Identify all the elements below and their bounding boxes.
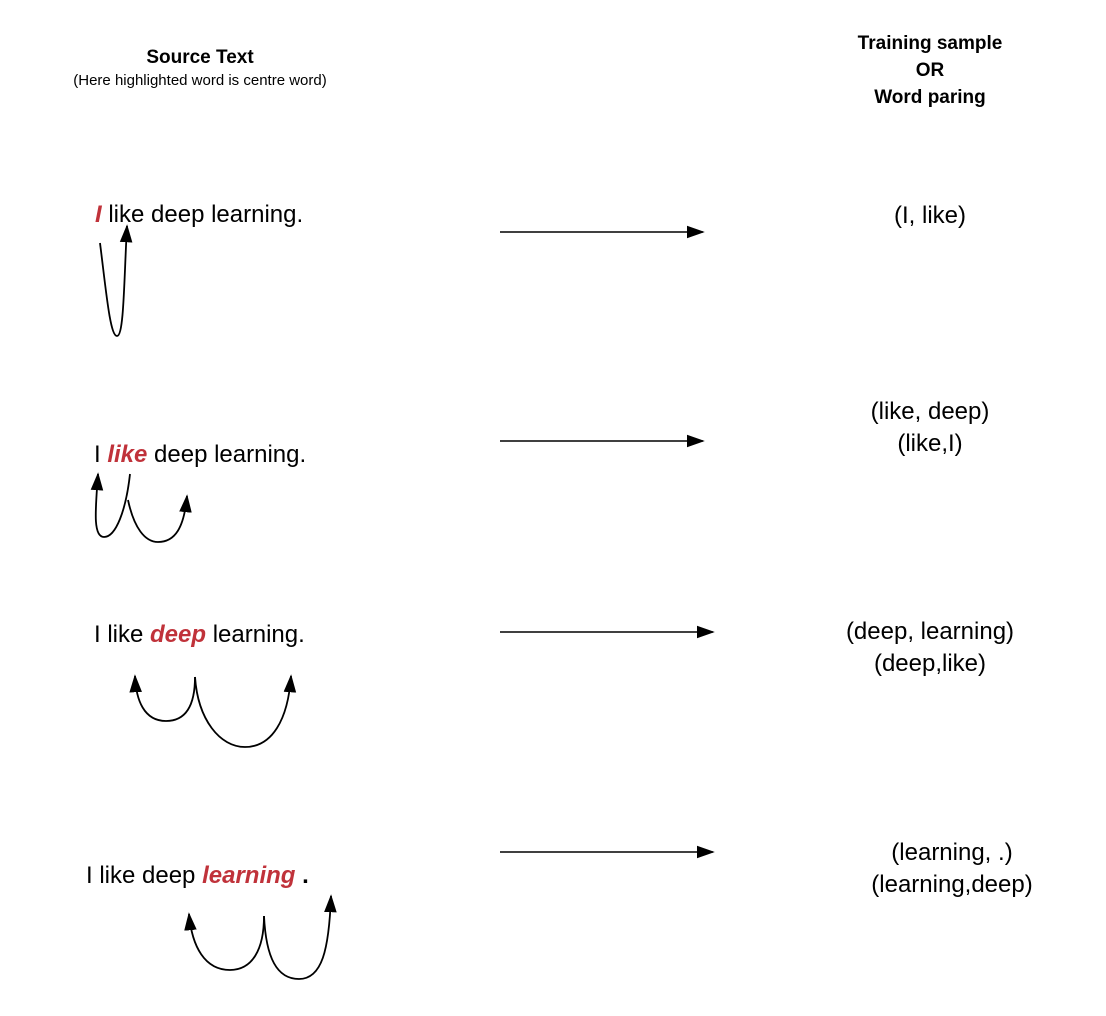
training-sample-title-line1: Training sample [857, 33, 1003, 54]
sentence-row-2: I like deep learning. [94, 441, 306, 469]
training-sample-title-line2: OR [915, 60, 945, 81]
sentence-after: like deep learning. [101, 201, 304, 228]
center-word: I [95, 201, 102, 228]
pairs-row-4: (learning, .) (learning,deep) [822, 837, 1082, 901]
center-word: learning [202, 862, 296, 889]
training-sample-header: Training sample OR Word paring [800, 30, 1060, 111]
center-word: like [107, 441, 148, 468]
sentence-row-4: I like deep learning . [86, 862, 309, 890]
context-arrow-row-1-right [99, 224, 133, 337]
source-text-header: Source Text (Here highlighted word is ce… [40, 45, 360, 91]
pair-2: (deep,like) [873, 650, 987, 677]
pair-2: (learning,deep) [871, 871, 1033, 898]
pairs-row-2: (like, deep) (like,I) [800, 396, 1060, 460]
pair-1: (deep, learning) [845, 618, 1015, 645]
source-text-subtitle: (Here highlighted word is centre word) [73, 72, 327, 89]
sentence-trailing-period: . [302, 862, 309, 889]
context-arrow-row-2-right [127, 494, 192, 543]
context-arrow-row-4-right [263, 894, 337, 980]
pair-1: (like, deep) [870, 398, 990, 425]
pairs-row-1: (I, like) [800, 200, 1060, 232]
sentence-row-1: I like deep learning. [95, 201, 303, 229]
sentence-before: I like [94, 621, 151, 648]
training-sample-title-line3: Word paring [874, 87, 986, 108]
context-arrow-row-2-left [90, 472, 131, 538]
source-text-title: Source Text [146, 47, 254, 68]
pair-2: (like,I) [897, 430, 963, 457]
sentence-after: learning. [206, 621, 305, 648]
pair-1: (I, like) [894, 202, 966, 229]
context-arrow-row-3-right [194, 674, 297, 748]
sentence-before: I [94, 441, 108, 468]
pairs-row-3: (deep, learning) (deep,like) [800, 616, 1060, 680]
center-word: deep [150, 621, 207, 648]
sentence-before: I like deep [86, 862, 203, 889]
context-arrow-row-4-left [184, 912, 265, 971]
pair-1: (learning, .) [891, 839, 1013, 866]
context-arrow-row-3-left [129, 674, 196, 722]
sentence-row-3: I like deep learning. [94, 621, 305, 649]
sentence-after: deep learning. [147, 441, 307, 468]
